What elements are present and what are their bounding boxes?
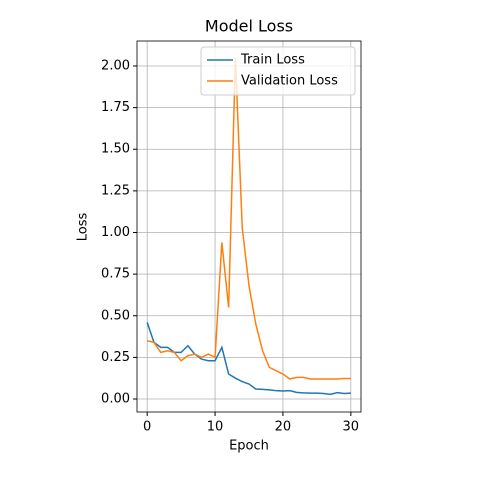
plot-frame (136, 40, 362, 413)
data-line (146, 322, 351, 396)
x-tick-label: 10 (207, 420, 224, 435)
y-axis-label: Loss (76, 213, 91, 242)
legend-label: Train Loss (240, 53, 305, 68)
legend: Train Loss Validation Loss (200, 46, 356, 96)
x-tick-label: 30 (343, 420, 360, 435)
y-tick-label: 1.00 (101, 225, 130, 240)
legend-box (200, 46, 356, 96)
y-tick-label: 1.50 (101, 142, 130, 157)
y-tick-label: 1.75 (101, 100, 130, 115)
y-tick-label: 0.50 (101, 308, 130, 323)
y-tick-label: 2.00 (101, 58, 130, 73)
y-tick-label: 0.00 (101, 392, 130, 407)
chart-title: Model Loss (205, 17, 293, 36)
x-tick-label: 0 (143, 420, 151, 435)
legend-label: Validation Loss (241, 74, 338, 89)
data-line (147, 57, 351, 380)
y-tick-label: 1.25 (101, 183, 130, 198)
x-axis-label: Epoch (229, 439, 269, 454)
x-tick-label: 20 (275, 420, 292, 435)
y-tick-label: 0.75 (101, 267, 130, 282)
y-tick-label: 0.25 (101, 350, 130, 365)
